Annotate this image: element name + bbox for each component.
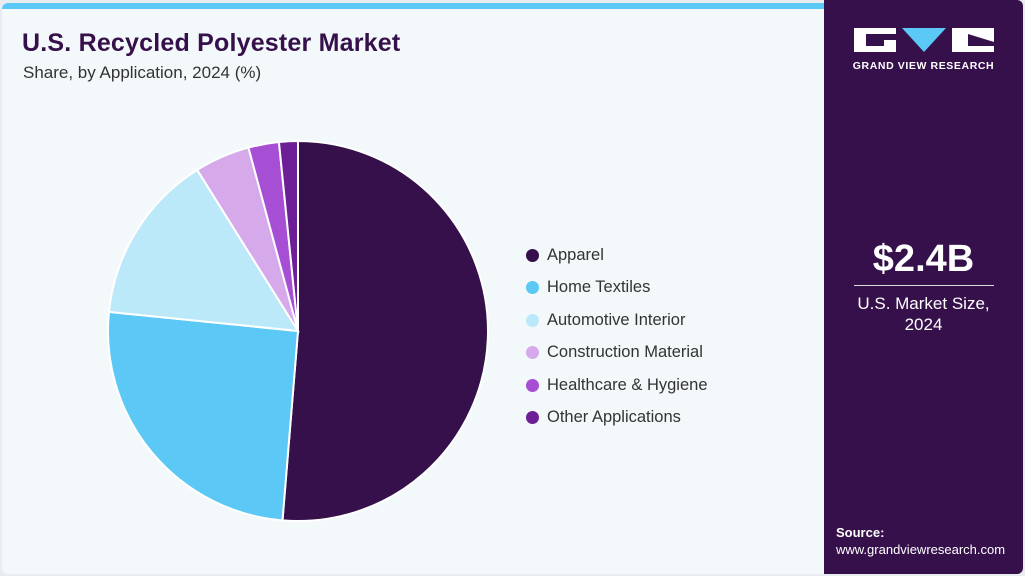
pie-chart [107,139,489,522]
accent-bar [2,3,824,9]
market-size-value: $2.4B [872,238,975,280]
legend-item: Automotive Interior [526,304,708,337]
legend-item: Apparel [526,239,708,272]
chart-title: U.S. Recycled Polyester Market [22,29,401,57]
legend: Apparel Home Textiles Automotive Interior C… [526,239,708,434]
legend-dot-icon [526,281,539,295]
legend-dot-icon [526,346,539,360]
legend-label: Automotive Interior [547,310,686,329]
legend-label: Home Textiles [547,278,651,297]
pie-slice-other-applications [277,139,299,332]
legend-item: Other Applications [526,402,708,435]
legend-item: Home Textiles [526,272,708,305]
legend-dot-icon [526,248,539,262]
gvr-logo-icon [854,28,994,52]
market-size-label-line1: U.S. Market Size, [857,294,990,313]
source-link[interactable]: www.grandviewresearch.com [836,542,1006,557]
legend-label: Construction Material [547,343,703,362]
side-panel: GRAND VIEW RESEARCH $2.4B U.S. Market Si… [824,0,1023,574]
legend-label: Apparel [547,245,604,264]
source-label: Source: [836,525,885,540]
legend-item: Construction Material [526,337,708,370]
pie-slice-home-textiles [107,310,300,522]
legend-dot-icon [526,378,539,392]
pie-slice-automotive-interior [107,168,300,333]
chart-subtitle: Share, by Application, 2024 (%) [23,63,262,82]
brand-name: GRAND VIEW RESEARCH [852,60,995,72]
legend-dot-icon [526,411,539,425]
legend-dot-icon [526,313,539,327]
legend-label: Healthcare & Hygiene [547,375,708,394]
legend-item: Healthcare & Hygiene [526,369,708,402]
market-size-label-line2: 2024 [904,315,943,334]
divider [854,285,994,286]
legend-label: Other Applications [547,408,681,427]
chart-area: U.S. Recycled Polyester Market Share, by… [2,3,824,574]
pie-slice-apparel [281,139,489,522]
market-size-label: U.S. Market Size, 2024 [824,293,1023,335]
